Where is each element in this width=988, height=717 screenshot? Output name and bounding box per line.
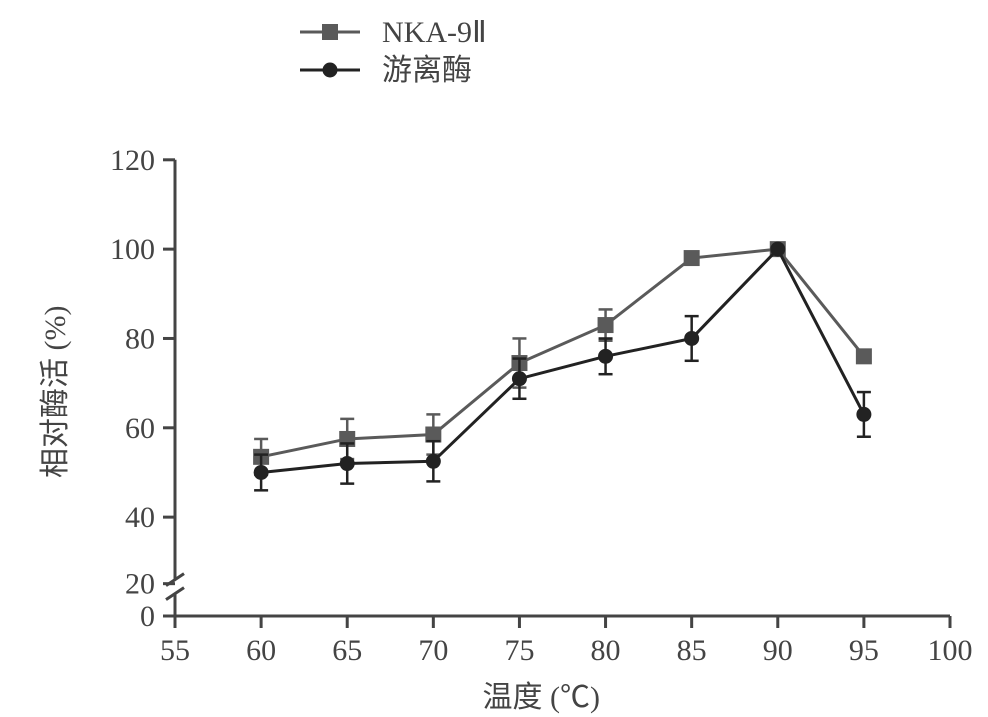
legend-label: 游离酶 [382,54,472,87]
y-tick-label: 100 [110,233,155,266]
chart-container: 55 60 65 70 75 80 85 90 95 100 020 40 60 80 100 120 NKA-… [0,0,988,717]
chart-svg: 55 60 65 70 75 80 85 90 95 100 020 40 60 80 100 120 NKA-… [0,0,988,717]
y-tick-label: 60 [125,412,155,445]
y-tick-label: 0 [140,600,155,633]
x-tick-label: 90 [763,634,793,667]
y-tick-label: 40 [125,501,155,534]
x-tick-label: 70 [418,634,448,667]
x-tick-label: 75 [504,634,534,667]
x-tick-label: 65 [332,634,362,667]
x-tick-label: 60 [246,634,276,667]
y-tick-label: 20 [125,568,155,601]
y-tick-label: 80 [125,322,155,355]
x-tick-label: 80 [591,634,621,667]
y-axis-label: 相对酶活 (%) [30,305,74,477]
x-tick-label: 55 [160,634,190,667]
x-axis-label: 温度 (℃) [483,672,600,716]
x-tick-label: 100 [928,634,973,667]
x-tick-label: 95 [849,634,879,667]
x-tick-label: 85 [677,634,707,667]
y-tick-label: 120 [110,144,155,177]
legend-label: NKA-9Ⅱ [382,16,487,49]
